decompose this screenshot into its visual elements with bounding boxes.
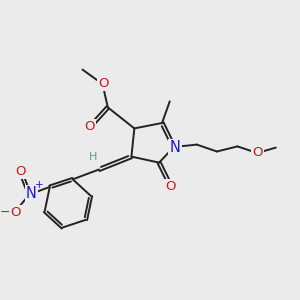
Text: N: N [169,140,181,155]
Text: O: O [10,206,20,219]
Text: O: O [252,146,262,159]
Text: O: O [16,165,26,178]
Text: O: O [84,120,94,134]
Text: H: H [89,152,97,163]
Text: O: O [98,77,108,90]
Text: O: O [165,180,175,193]
Text: −: − [0,206,11,219]
Text: +: + [35,180,44,190]
Text: N: N [26,186,37,201]
